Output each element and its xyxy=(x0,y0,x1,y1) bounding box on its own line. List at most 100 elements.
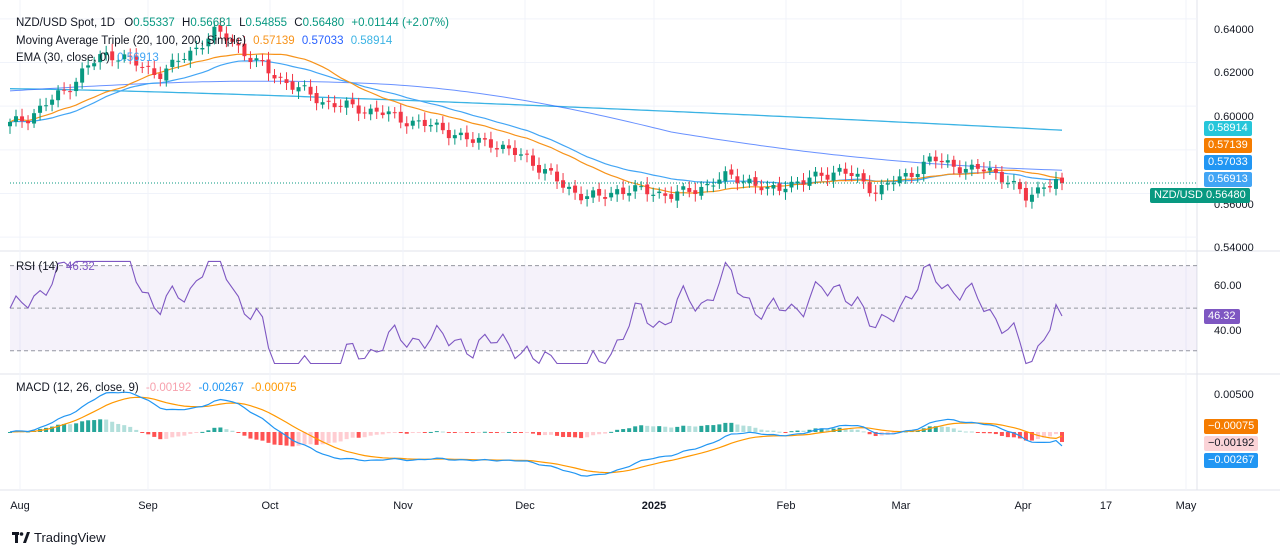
candle-body xyxy=(879,184,884,195)
candle-body xyxy=(362,112,367,114)
candle-body xyxy=(723,171,728,182)
macd-histogram-bar xyxy=(92,420,97,432)
macd-histogram-bar xyxy=(789,431,794,433)
candle-body xyxy=(368,108,373,115)
candle-body xyxy=(711,185,716,187)
macd-histogram-bar xyxy=(1041,432,1046,438)
macd-histogram-bar xyxy=(74,423,79,432)
macd-histogram-bar xyxy=(801,430,806,432)
macd-signal-badge: −0.00075 xyxy=(1204,419,1259,434)
macd-histogram-bar xyxy=(609,431,614,433)
candle-body xyxy=(765,187,770,189)
candle-body xyxy=(416,120,421,122)
candle-body xyxy=(188,50,193,61)
candle-body xyxy=(344,100,349,108)
candle-body xyxy=(867,182,872,194)
candle-body xyxy=(705,183,710,186)
macd-histogram-bar xyxy=(224,429,229,432)
rsi-line xyxy=(9,260,1063,365)
candle-body xyxy=(476,137,481,143)
macd-histogram-bar xyxy=(1053,432,1058,435)
candle-body xyxy=(687,187,692,192)
candle-body xyxy=(597,188,602,196)
macd-histogram-bar xyxy=(80,421,85,432)
macd-legend: MACD (12, 26, close, 9) -0.00192 -0.0026… xyxy=(16,382,297,394)
macd-histogram-bar xyxy=(296,432,301,446)
candle-body xyxy=(374,107,379,112)
macd-histogram-bar xyxy=(476,432,481,433)
candle-body xyxy=(326,100,331,102)
price-tick: 0.64000 xyxy=(1214,24,1254,36)
candle-body xyxy=(555,171,560,182)
candle-body xyxy=(633,185,638,192)
candle-body xyxy=(855,173,860,177)
candle-body xyxy=(945,160,950,163)
tradingview-logo[interactable]: TradingView xyxy=(12,530,106,545)
candle-body xyxy=(1029,194,1034,202)
macd-histogram-bar xyxy=(633,426,638,432)
candle-body xyxy=(939,160,944,163)
candle-body xyxy=(645,184,650,195)
macd-histogram-bar xyxy=(927,426,932,432)
macd-histogram-bar xyxy=(404,432,409,434)
candle-body xyxy=(669,194,674,199)
macd-histogram-bar xyxy=(969,431,974,433)
macd-histogram-bar xyxy=(855,429,860,432)
macd-histogram-bar xyxy=(783,432,788,433)
candle-body xyxy=(44,105,49,107)
macd-histogram-bar xyxy=(344,432,349,440)
candle-body xyxy=(1053,179,1058,189)
macd-histogram-bar xyxy=(350,432,355,438)
macd-histogram-bar xyxy=(482,431,487,433)
macd-histogram-bar xyxy=(56,424,61,432)
candle-body xyxy=(422,119,427,126)
candle-body xyxy=(194,47,199,50)
candle-body xyxy=(807,177,812,186)
candle-body xyxy=(543,169,548,174)
close-value: 0.56480 xyxy=(302,17,345,29)
ma100-value: 0.57033 xyxy=(301,35,344,47)
macd-histogram-bar xyxy=(597,432,602,435)
macd-histogram-bar xyxy=(717,424,722,432)
x-tick: Nov xyxy=(393,500,413,512)
candle-body xyxy=(284,79,289,84)
candle-body xyxy=(260,60,265,62)
macd-histogram-bar xyxy=(729,422,734,432)
candle-body xyxy=(98,54,103,63)
candle-body xyxy=(933,156,938,162)
macd-histogram-bar xyxy=(248,432,253,439)
candle-body xyxy=(140,66,145,68)
high-label: H xyxy=(182,17,191,29)
macd-histogram-bar xyxy=(200,431,205,433)
macd-histogram-bar xyxy=(657,426,662,432)
candle-body xyxy=(903,173,908,177)
candle-body xyxy=(272,75,277,79)
sma20-line xyxy=(9,53,1063,194)
macd-histogram-bar xyxy=(867,432,872,435)
candle-body xyxy=(296,87,301,92)
macd-histogram-bar xyxy=(494,432,499,433)
macd-histogram-bar xyxy=(975,432,980,433)
candle-body xyxy=(380,112,385,116)
low-label: L xyxy=(239,17,246,29)
candle-body xyxy=(20,116,25,122)
ma200-badge: 0.58914 xyxy=(1204,121,1252,136)
macd-histogram-bar xyxy=(555,432,560,436)
candle-body xyxy=(500,144,505,150)
ma200-value: 0.58914 xyxy=(350,35,393,47)
candle-body xyxy=(218,25,223,32)
macd-histogram-bar xyxy=(518,432,523,433)
candle-body xyxy=(212,26,217,41)
macd-histogram-bar xyxy=(230,430,235,432)
candle-body xyxy=(819,172,824,176)
candle-body xyxy=(440,122,445,131)
candle-body xyxy=(663,193,668,196)
candle-body xyxy=(699,186,704,196)
price-tick: 0.62000 xyxy=(1214,67,1254,79)
candle-body xyxy=(729,169,734,175)
sma100-line xyxy=(9,80,1063,171)
macd-histogram-bar xyxy=(1023,432,1028,441)
macd-histogram-bar xyxy=(747,426,752,432)
ma20-value: 0.57139 xyxy=(253,35,295,47)
